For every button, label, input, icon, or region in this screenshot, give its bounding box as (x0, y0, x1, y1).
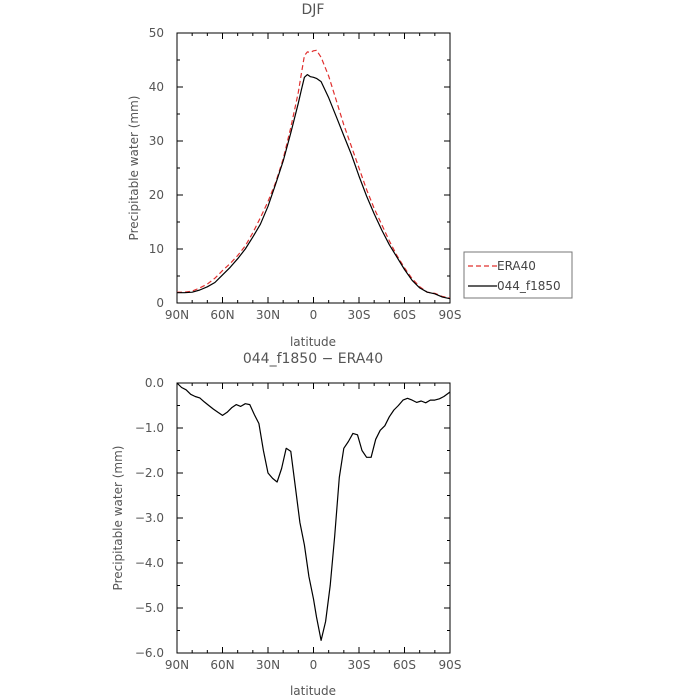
top-x-tick-label: 0 (310, 308, 318, 322)
bottom-plot-frame (176, 382, 451, 654)
bottom-y-tick-label: −4.0 (135, 556, 164, 570)
bottom-y-tick-label: −5.0 (135, 601, 164, 615)
bottom-y-axis-label: Precipitable water (mm) (111, 446, 125, 591)
bottom-y-tick-label: −2.0 (135, 466, 164, 480)
top-y-tick-label: 10 (149, 242, 164, 256)
top-y-tick-label: 20 (149, 188, 164, 202)
top-x-tick-label: 60N (210, 308, 234, 322)
bottom-axis-ticks: 90N 60N 30N 0 30S 60S 90S 0.0 −1.0 −2.0 −3.0 −4.0 −5… (135, 376, 462, 672)
top-y-axis-label: Precipitable water (mm) (127, 96, 141, 241)
top-x-axis-label: latitude (290, 335, 336, 349)
panel-top: DJF 90N 60N 30N 0 30S 60S 90S 0 10 20 30 40 50 Preci… (127, 2, 461, 349)
bottom-x-tick-label: 30S (348, 658, 371, 672)
bottom-x-tick-label: 30N (256, 658, 280, 672)
top-plot-frame (176, 32, 451, 304)
bottom-x-tick-label: 90N (165, 658, 189, 672)
bottom-y-tick-label: 0.0 (145, 376, 164, 390)
panel-bottom: 044_f1850 − ERA40 90N 60N 30N 0 30S 60S 90S 0.0… (111, 351, 461, 698)
top-y-tick-label: 30 (149, 134, 164, 148)
bottom-x-axis-label: latitude (290, 684, 336, 698)
top-axis-ticks: 90N 60N 30N 0 30S 60S 90S 0 10 20 30 40 50 (149, 26, 462, 322)
bottom-x-tick-label: 0 (310, 658, 318, 672)
top-series-lines (177, 49, 451, 300)
bottom-chart-title: 044_f1850 − ERA40 (243, 351, 383, 367)
bottom-y-tick-label: −3.0 (135, 511, 164, 525)
legend-box (463, 251, 573, 299)
top-x-tick-label: 60S (393, 308, 416, 322)
top-y-tick-label: 0 (156, 296, 164, 310)
top-x-tick-label: 90N (165, 308, 189, 322)
legend: ERA40 044_f1850 (463, 251, 573, 299)
legend-label-era40: ERA40 (497, 259, 536, 273)
top-chart-title: DJF (302, 2, 325, 18)
bottom-series-lines (176, 382, 451, 642)
bottom-series-line-difference (176, 382, 451, 642)
top-y-tick-label: 50 (149, 26, 164, 40)
top-x-tick-label: 90S (439, 308, 462, 322)
top-series-line-044-f1850 (177, 73, 451, 300)
top-series-line-era40 (177, 49, 451, 299)
bottom-x-tick-label: 60S (393, 658, 416, 672)
bottom-y-tick-label: −1.0 (135, 421, 164, 435)
top-y-tick-label: 40 (149, 80, 164, 94)
legend-label-044-f1850: 044_f1850 (497, 279, 561, 293)
top-x-tick-label: 30N (256, 308, 280, 322)
bottom-x-tick-label: 60N (210, 658, 234, 672)
bottom-y-tick-label: −6.0 (135, 646, 164, 660)
top-x-tick-label: 30S (348, 308, 371, 322)
bottom-x-tick-label: 90S (439, 658, 462, 672)
